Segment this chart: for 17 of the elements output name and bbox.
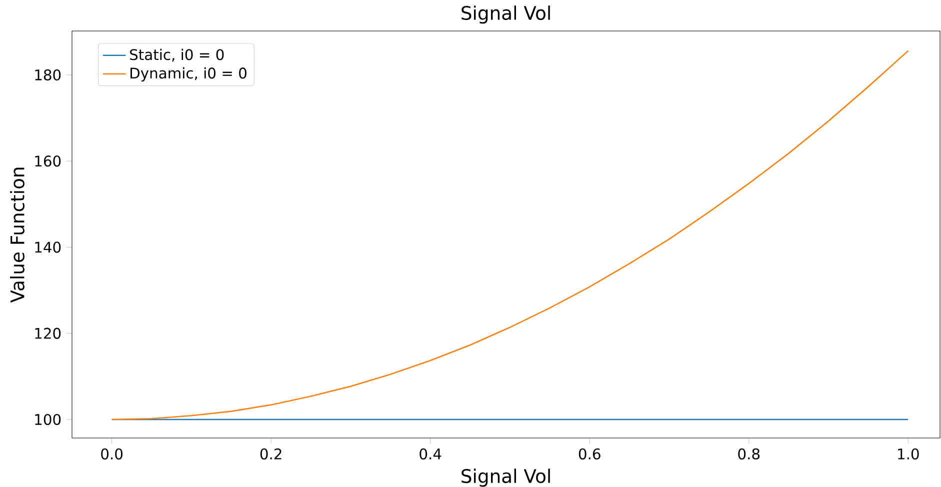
line-series [111, 50, 909, 420]
y-tick-label: 180 [35, 69, 61, 80]
chart-title: Signal Vol [462, 6, 550, 24]
x-axis-title: Signal Vol [462, 468, 550, 487]
y-tick-label: 120 [35, 328, 61, 339]
x-tick-label: 0.4 [420, 448, 442, 460]
x-tick-label: 1.0 [898, 448, 919, 460]
y-tick-label: 100 [35, 414, 61, 426]
x-tick-label: 0.2 [260, 448, 282, 460]
legend-label: Dynamic, i0 = 0 [130, 67, 246, 82]
x-tick-label: 0.8 [738, 448, 760, 460]
x-tick-label: 0.6 [578, 448, 600, 460]
x-tick-label: 0.0 [101, 448, 122, 460]
y-tick-label: 160 [35, 156, 61, 167]
y-axis-title: Value Function [10, 168, 24, 303]
y-tick-label: 140 [35, 242, 61, 253]
legend-label: Static, i0 = 0 [130, 48, 224, 62]
